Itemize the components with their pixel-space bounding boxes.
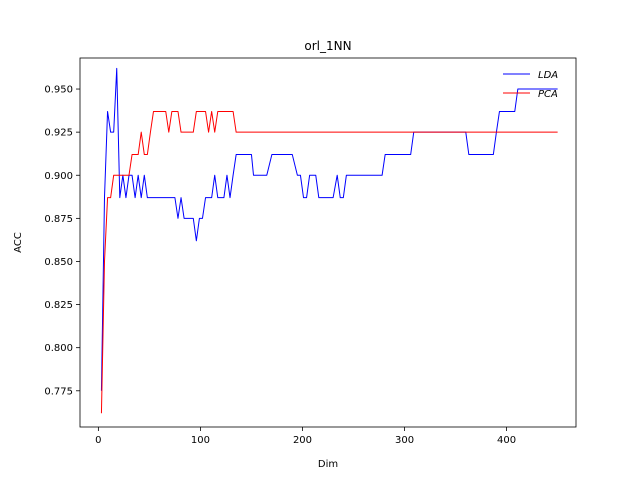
y-tick-label: 0.825 <box>44 300 73 311</box>
y-axis-ticks: 0.775 0.800 0.825 0.850 0.875 0.900 0.925 0.950 <box>44 85 80 397</box>
x-tick-label: 400 <box>497 435 516 446</box>
plot-lines <box>100 67 558 414</box>
y-tick-label: 0.875 <box>44 214 73 225</box>
legend-label-pca: PCA <box>538 89 558 100</box>
x-axis-ticks: 0 100 200 300 400 <box>95 427 516 446</box>
x-tick-label: 200 <box>293 435 312 446</box>
y-tick-label: 0.950 <box>44 85 73 96</box>
y-tick-label: 0.775 <box>44 386 73 397</box>
y-tick-label: 0.800 <box>44 343 73 354</box>
x-tick-label: 100 <box>191 435 210 446</box>
x-tick-label: 300 <box>395 435 414 446</box>
x-tick-label: 0 <box>95 435 101 446</box>
x-axis-label: Dim <box>318 459 338 470</box>
legend-label-lda: LDA <box>538 70 558 81</box>
y-tick-label: 0.850 <box>44 257 73 268</box>
legend: LDA PCA <box>503 70 558 100</box>
plot-frame <box>79 57 577 428</box>
y-tick-label: 0.925 <box>44 128 73 139</box>
y-axis-label: ACC <box>13 232 24 253</box>
chart-title: orl_1NN <box>304 39 351 53</box>
y-tick-label: 0.900 <box>44 171 73 182</box>
series-line-pca <box>100 110 558 414</box>
